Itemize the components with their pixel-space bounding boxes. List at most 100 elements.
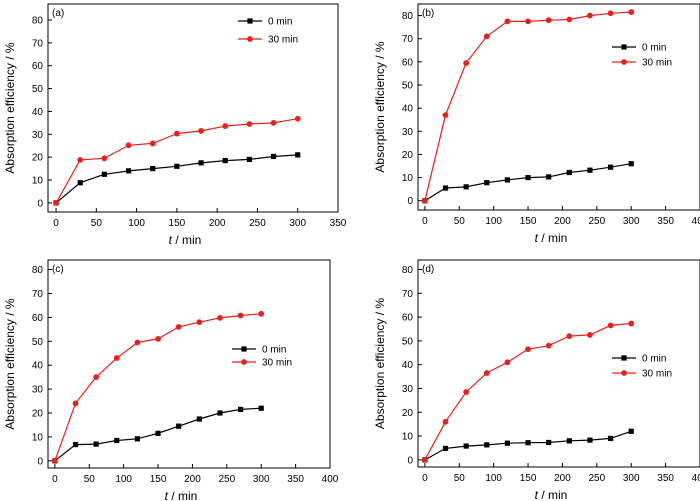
series-0-min-point-8 xyxy=(587,437,593,443)
series-30-min xyxy=(421,9,635,204)
y-tick-label: 40 xyxy=(402,360,414,371)
y-tick-label: 40 xyxy=(402,104,414,115)
y-tick-label: 40 xyxy=(32,107,44,118)
series-30-min-point-2 xyxy=(101,155,108,162)
legend-entry-30-min: 30 min xyxy=(238,35,298,46)
y-tick-label: 30 xyxy=(402,127,414,138)
y-tick-label: 20 xyxy=(402,150,414,161)
series-30-min-point-0 xyxy=(421,197,428,204)
series-0-min xyxy=(422,161,634,204)
series-30-min-point-0 xyxy=(51,457,58,464)
y-tick-label: 70 xyxy=(402,34,414,45)
panel-label: (c) xyxy=(52,264,64,275)
series-30-min-point-1 xyxy=(442,418,449,425)
panel-d: 0 50 100 150 200 250 300 350 400 0 10 20 30 40 50 60 70 8… xyxy=(373,259,700,501)
y-tick-label: 80 xyxy=(32,16,44,27)
series-0-min-point-10 xyxy=(628,161,634,167)
legend-label: 30 min xyxy=(642,369,672,380)
series-0-min-point-3 xyxy=(484,442,490,448)
series-30-min-point-9 xyxy=(607,10,614,17)
series-30-min-point-2 xyxy=(463,60,470,66)
y-tick-label: 50 xyxy=(402,81,414,92)
series-0-min-line xyxy=(424,430,632,461)
y-axis-label: Absorption efficiency / % xyxy=(3,298,17,430)
legend-entry-0-min: 0 min xyxy=(232,345,286,356)
series-0-min-point-6 xyxy=(546,439,552,446)
legend-entry-0-min: 0 min xyxy=(238,17,292,28)
series-0-min-point-2 xyxy=(101,171,107,177)
series-30-min xyxy=(421,320,635,463)
x-tick-label: 50 xyxy=(91,218,103,229)
y-tick-label: 50 xyxy=(32,337,44,348)
plot-frame xyxy=(47,3,339,213)
x-tick-label: 200 xyxy=(554,216,571,227)
series-0-min-point-9 xyxy=(607,164,614,170)
series-30-min-point-6 xyxy=(198,127,204,134)
x-tick-label: 0 xyxy=(53,218,59,229)
y-tick-label: 10 xyxy=(32,176,44,187)
x-axis-label: t / min xyxy=(535,231,568,245)
series-0-min-point-3 xyxy=(484,180,490,186)
y-tick-label: 30 xyxy=(32,385,44,396)
x-tick-label: 100 xyxy=(485,473,502,484)
series-0-min-point-1 xyxy=(442,445,449,452)
x-axis-label: t / min xyxy=(169,233,202,247)
x-tick-label: 300 xyxy=(623,473,640,484)
x-tick-label: 350 xyxy=(330,218,347,229)
x-tick-label: 50 xyxy=(454,473,466,484)
x-tick-label: 0 xyxy=(422,473,428,484)
series-0-min-point-7 xyxy=(196,416,202,422)
x-tick-label: 100 xyxy=(485,216,502,227)
y-tick-label: 60 xyxy=(402,57,414,68)
x-axis-label: t / min xyxy=(165,489,198,501)
x-tick-label: 150 xyxy=(520,473,537,484)
series-30-min-point-3 xyxy=(113,355,120,361)
series-30-min-point-6 xyxy=(545,17,552,24)
panel-c: 0 50 100 150 200 250 300 350 400 0 10 20 30 40 50 60 70 8… xyxy=(3,259,339,501)
series-30-min-line xyxy=(54,313,262,462)
y-tick-label: 10 xyxy=(402,432,414,443)
series-0-min-point-10 xyxy=(295,152,301,158)
y-axis-label: Absorption efficiency / % xyxy=(373,298,387,430)
y-axis-label: Absorption efficiency / % xyxy=(3,42,17,174)
series-0-min-point-4 xyxy=(134,436,141,442)
series-0-min-point-3 xyxy=(114,437,120,444)
legend-entry-30-min: 30 min xyxy=(612,369,672,380)
series-30-min-point-3 xyxy=(125,142,132,149)
x-tick-label: 300 xyxy=(289,218,306,229)
series-30-min-point-10 xyxy=(258,310,265,317)
series-30-min-point-9 xyxy=(607,322,614,329)
series-0-min-point-7 xyxy=(566,169,572,176)
series-30-min xyxy=(51,310,265,464)
x-tick-label: 300 xyxy=(253,474,270,485)
series-30-min-point-3 xyxy=(483,370,490,376)
legend-marker-point-0 xyxy=(621,44,627,50)
y-tick-label: 30 xyxy=(32,130,44,141)
y-tick-label: 40 xyxy=(32,361,44,372)
y-tick-label: 70 xyxy=(32,38,44,49)
legend-marker-point-0 xyxy=(247,18,253,24)
series-30-min-point-7 xyxy=(566,333,573,340)
series-0-min-point-10 xyxy=(258,405,264,411)
x-tick-label: 200 xyxy=(184,474,201,485)
y-tick-label: 50 xyxy=(32,84,44,95)
y-tick-label: 60 xyxy=(32,313,44,324)
series-30-min-point-4 xyxy=(504,359,511,366)
series-30-min-point-10 xyxy=(294,115,301,122)
legend-marker-point-1 xyxy=(247,36,253,42)
x-tick-label: 200 xyxy=(554,473,571,484)
y-tick-label: 10 xyxy=(32,432,44,443)
series-0-min-point-5 xyxy=(525,174,531,181)
x-tick-label: 250 xyxy=(218,474,235,485)
y-tick-label: 60 xyxy=(402,313,414,324)
series-30-min-point-6 xyxy=(545,342,552,349)
y-tick-label: 0 xyxy=(37,456,43,467)
series-30-min-point-3 xyxy=(483,33,490,40)
legend-marker-point-1 xyxy=(241,359,247,365)
series-30-min-point-8 xyxy=(246,121,253,127)
legend-label: 30 min xyxy=(268,35,298,46)
y-tick-label: 80 xyxy=(32,265,44,276)
series-0-min-point-7 xyxy=(566,438,572,444)
panel-label: (a) xyxy=(52,8,64,19)
